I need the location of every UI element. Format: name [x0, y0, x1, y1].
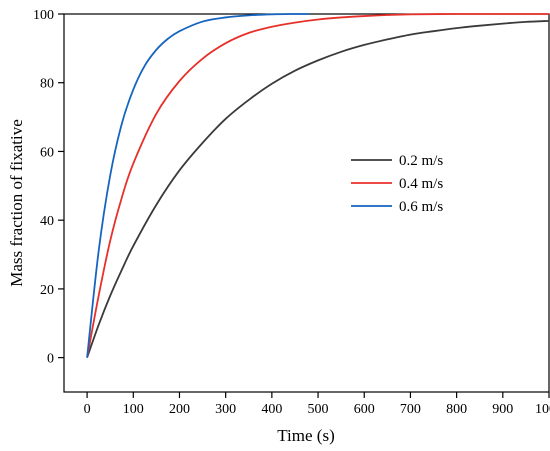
x-tick-label: 700	[400, 402, 421, 417]
y-tick-label: 80	[40, 77, 54, 92]
y-tick-label: 20	[40, 283, 54, 298]
legend-label: 0.4 m/s	[399, 176, 443, 192]
series-line-3	[86, 13, 309, 358]
x-tick-label: 1000	[535, 402, 550, 417]
y-tick-label: 0	[47, 352, 54, 367]
x-tick-label: 600	[354, 402, 375, 417]
series-line-2	[86, 13, 549, 358]
series-line-1	[86, 19, 550, 358]
x-tick-label: 100	[123, 402, 144, 417]
x-tick-label: 900	[492, 402, 513, 417]
y-axis-title: Mass fraction of fixative	[7, 119, 26, 287]
x-axis-title: Time (s)	[277, 426, 334, 445]
y-tick-label: 100	[33, 8, 54, 23]
plot-frame	[63, 13, 550, 393]
x-tick-label: 200	[169, 402, 190, 417]
y-axis: 0 20 40 60 80 100	[33, 8, 64, 367]
x-tick-label: 300	[215, 402, 236, 417]
x-axis: 0 100 200 300 400 500 600 700 800 900 1000	[84, 392, 550, 417]
x-tick-label: 0	[84, 402, 91, 417]
legend-label: 0.2 m/s	[399, 153, 443, 169]
legend: 0.2 m/s 0.4 m/s 0.6 m/s	[351, 153, 443, 215]
legend-label: 0.6 m/s	[399, 199, 443, 215]
y-tick-label: 40	[40, 214, 54, 229]
y-tick-label: 60	[40, 145, 54, 160]
x-tick-label: 400	[261, 402, 282, 417]
x-tick-label: 500	[308, 402, 329, 417]
series-group	[86, 13, 550, 358]
x-tick-label: 800	[446, 402, 467, 417]
